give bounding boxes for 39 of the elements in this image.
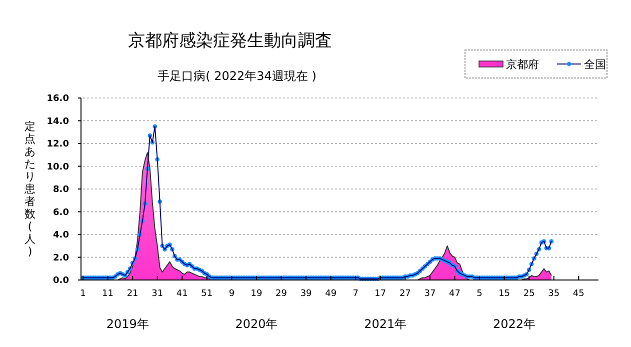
x-tick-label: 31 xyxy=(152,289,164,299)
x-tick-label: 41 xyxy=(176,289,188,299)
y-tick-label: 12.0 xyxy=(46,140,69,150)
y-tick-label: 6.0 xyxy=(53,208,69,218)
x-tick-label: 1 xyxy=(80,289,86,299)
x-tick-label: 29 xyxy=(276,289,288,299)
x-tick-label: 21 xyxy=(126,289,138,299)
chart-title: 京都府感染症発生動向調査 xyxy=(128,31,332,51)
legend-label: 全国 xyxy=(584,58,606,71)
y-tick-label: 10.0 xyxy=(46,162,69,172)
y-tick-label: 2.0 xyxy=(53,253,69,264)
x-tick-label: 19 xyxy=(250,289,262,299)
x-tick-label: 11 xyxy=(102,289,114,299)
x-tick-label: 15 xyxy=(498,289,510,299)
x-tick-label: 35 xyxy=(548,289,560,299)
x-tick-label: 37 xyxy=(424,289,436,299)
y-tick-label: 16.0 xyxy=(46,94,69,104)
x-tick-label: 7 xyxy=(352,289,358,299)
chart-subtitle: 手足口病( 2022年34週現在 ) xyxy=(158,69,316,83)
x-tick-label: 9 xyxy=(228,289,235,299)
text: 定点あたり患者数(人) xyxy=(24,120,36,258)
text: 2019年 xyxy=(106,317,149,331)
x-tick-label: 27 xyxy=(399,289,411,299)
y-tick-label: 4.0 xyxy=(53,230,69,241)
x-tick-label: 5 xyxy=(476,289,482,299)
text: 2020年 xyxy=(235,317,278,331)
y-tick-label: 8.0 xyxy=(53,185,69,196)
x-tick-label: 39 xyxy=(300,289,312,299)
legend-label: 京都府 xyxy=(506,58,539,71)
x-tick-label: 45 xyxy=(572,289,584,299)
x-tick-label: 51 xyxy=(201,289,213,299)
y-tick-label: 14.0 xyxy=(46,116,69,127)
x-tick-label: 49 xyxy=(325,289,337,299)
text: 2021年 xyxy=(364,317,407,331)
x-tick-label: 17 xyxy=(374,289,386,299)
x-tick-label: 25 xyxy=(523,289,535,299)
y-tick-label: 0.0 xyxy=(53,276,69,286)
text: 2022年 xyxy=(492,317,536,331)
x-tick-label: 47 xyxy=(449,289,460,299)
